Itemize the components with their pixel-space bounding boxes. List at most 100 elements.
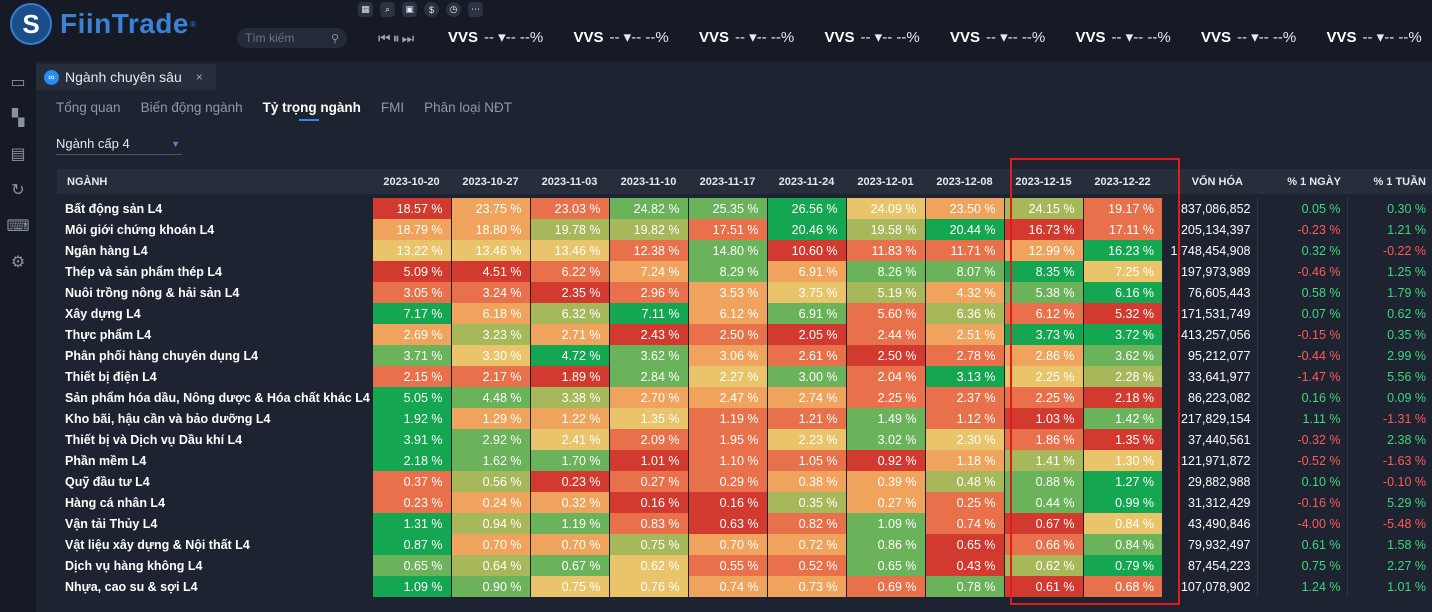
col-header-date[interactable]: 2023-11-17 xyxy=(688,169,767,194)
table-row[interactable]: Ngân hàng L4 13.22 % 13.46 % 13.46 % 12.38 %… xyxy=(57,240,1432,261)
clock-icon[interactable]: ◷ xyxy=(446,2,461,17)
table-row[interactable]: Vận tải Thủy L4 1.31 % 0.94 % 1.19 % 0.83 % 0… xyxy=(57,513,1432,534)
table-row[interactable]: Phần mềm L4 2.18 % 1.62 % 1.70 % 1.01 % 1.10 … xyxy=(57,450,1432,471)
weight-cell: 0.62 % xyxy=(608,555,688,576)
table-row[interactable]: Nhựa, cao su & sợi L4 1.09 % 0.90 % 0.75 % 0… xyxy=(57,576,1432,597)
tab-industry-change[interactable]: Biến động ngành xyxy=(140,100,243,115)
table-row[interactable]: Thiết bị và Dịch vụ Dầu khí L4 3.91 % 2.92… xyxy=(57,429,1432,450)
search-icon[interactable]: ⚲ xyxy=(330,32,339,45)
col-header-1week[interactable]: % 1 TUẦN xyxy=(1347,169,1432,194)
col-header-date[interactable]: 2023-12-08 xyxy=(925,169,1004,194)
more-icon[interactable]: ⋯ xyxy=(468,2,483,17)
weight-cell: 0.82 % xyxy=(766,513,846,534)
table-row[interactable]: Kho bãi, hậu cần và bảo dưỡng L4 1.92 % 1.… xyxy=(57,408,1432,429)
table-row[interactable]: Xây dựng L4 7.17 % 6.18 % 6.32 % 7.11 % 6.12 … xyxy=(57,303,1432,324)
ticker-item[interactable]: VVS -- ▾-- --% xyxy=(1201,28,1327,46)
industry-name: Thép và sản phẩm thép L4 xyxy=(65,264,222,279)
industry-level-select[interactable]: Ngành cấp 4 ▼ xyxy=(56,133,182,155)
window-icon[interactable]: ▭ xyxy=(10,74,26,91)
weight-cell: 0.66 % xyxy=(1003,534,1083,555)
weight-cell: 0.38 % xyxy=(766,471,846,492)
gift-icon[interactable]: ▣ xyxy=(402,2,417,17)
ticker-item[interactable]: VVS -- ▾-- --% xyxy=(699,28,825,46)
weight-cell: 1.49 % xyxy=(845,408,925,429)
weight-cell: 0.90 % xyxy=(450,576,530,597)
tab-fmi[interactable]: FMI xyxy=(380,100,405,115)
col-header-1day[interactable]: % 1 NGÀY xyxy=(1257,169,1347,194)
weight-cell: 1.09 % xyxy=(371,576,451,597)
tab-industry-weight[interactable]: Tỷ trọng ngành xyxy=(263,100,361,121)
change-1day-cell: 0.07 % xyxy=(1256,303,1347,324)
search-input[interactable]: Tìm kiếm ⚲ xyxy=(237,28,347,48)
ticker-item[interactable]: VVS -- ▾-- --% xyxy=(574,28,700,46)
ticker-item[interactable]: VVS -- ▾-- --% xyxy=(1076,28,1202,46)
save-icon[interactable]: ▤ xyxy=(10,146,26,163)
calculator-icon[interactable]: ▦ xyxy=(358,2,373,17)
col-header-date[interactable]: 2023-10-27 xyxy=(451,169,530,194)
col-header-date[interactable]: 2023-11-24 xyxy=(767,169,846,194)
table-row[interactable]: Bất động sản L4 18.57 % 23.75 % 23.03 % 24.8… xyxy=(57,198,1432,219)
weight-cell: 7.25 % xyxy=(1082,261,1162,282)
ticker-symbol: VVS xyxy=(1326,29,1357,46)
table-row[interactable]: Phân phối hàng chuyên dụng L4 3.71 % 3.30 … xyxy=(57,345,1432,366)
table-row[interactable]: Thép và sản phẩm thép L4 5.09 % 4.51 % 6.22… xyxy=(57,261,1432,282)
weight-cell: 2.69 % xyxy=(371,324,451,345)
ticker-item[interactable]: VVS -- ▾-- --% xyxy=(950,28,1076,46)
table-row[interactable]: Vật liệu xây dựng & Nội thất L4 0.87 % 0.7… xyxy=(57,534,1432,555)
weight-cell: 2.35 % xyxy=(529,282,609,303)
market-cap-cell: 121,971,872 xyxy=(1180,453,1251,468)
col-header-date[interactable]: 2023-11-03 xyxy=(530,169,609,194)
weight-cell: 0.92 % xyxy=(845,450,925,471)
change-1week-cell: -1.63 % xyxy=(1346,450,1432,471)
search-chart-icon[interactable]: ⌕ xyxy=(380,2,395,17)
col-header-date[interactable]: 2023-10-20 xyxy=(372,169,451,194)
col-header-date[interactable]: 2023-12-22 xyxy=(1083,169,1162,194)
refresh-icon[interactable]: ↻ xyxy=(11,182,25,199)
keyboard-icon[interactable]: ⌨ xyxy=(6,218,30,235)
table-row[interactable]: Thiết bị điện L4 2.15 % 2.17 % 1.89 % 2.84 %… xyxy=(57,366,1432,387)
tab-overview[interactable]: Tổng quan xyxy=(56,100,121,115)
weight-cell: 0.79 % xyxy=(1082,555,1162,576)
table-row[interactable]: Quỹ đầu tư L4 0.37 % 0.56 % 0.23 % 0.27 % 0.2… xyxy=(57,471,1432,492)
ticker-item[interactable]: VVS -- ▾-- --% xyxy=(448,28,574,46)
change-1week-cell: 0.35 % xyxy=(1346,324,1432,345)
table-row[interactable]: Hàng cá nhân L4 0.23 % 0.24 % 0.32 % 0.16 % 0… xyxy=(57,492,1432,513)
panel-tab[interactable]: ∞ Ngành chuyên sâu × xyxy=(36,64,216,90)
gear-icon[interactable]: ⚙ xyxy=(10,254,26,271)
weight-cell: 1.70 % xyxy=(529,450,609,471)
table-row[interactable]: Dịch vụ hàng không L4 0.65 % 0.64 % 0.67 % 0… xyxy=(57,555,1432,576)
weight-cell: 0.86 % xyxy=(845,534,925,555)
change-1day-cell: 0.75 % xyxy=(1256,555,1347,576)
table-row[interactable]: Nuôi trồng nông & hải sản L4 3.05 % 3.24 %… xyxy=(57,282,1432,303)
ticker-player-controls[interactable]: ⏮⏸⏭ xyxy=(378,30,417,46)
col-header-date[interactable]: 2023-11-10 xyxy=(609,169,688,194)
ticker-item[interactable]: VVS -- ▾-- --% xyxy=(1327,28,1432,46)
table-row[interactable]: Môi giới chứng khoán L4 18.79 % 18.80 % 19.… xyxy=(57,219,1432,240)
table-row[interactable]: Sản phẩm hóa dầu, Nông dược & Hóa chất k… xyxy=(57,387,1432,408)
col-header-market-cap[interactable]: VỐN HÓA xyxy=(1162,169,1257,194)
industry-name: Kho bãi, hậu cần và bảo dưỡng L4 xyxy=(65,411,271,426)
binoculars-icon[interactable]: ▚ xyxy=(11,110,25,127)
top-bar: S FiinTrade ® ▦ ⌕ ▣ $ ◷ ⋯ Tìm kiếm ⚲ ⏮⏸⏭… xyxy=(0,0,1432,62)
close-icon[interactable]: × xyxy=(195,70,203,84)
tab-investor-type[interactable]: Phân loại NĐT xyxy=(424,100,512,115)
col-header-industry[interactable]: NGÀNH xyxy=(57,169,372,194)
weight-cell: 12.38 % xyxy=(608,240,688,261)
app-logo[interactable]: S FiinTrade ® xyxy=(10,3,196,45)
weight-cell: 13.46 % xyxy=(450,240,530,261)
col-header-date[interactable]: 2023-12-01 xyxy=(846,169,925,194)
weight-cell: 0.24 % xyxy=(450,492,530,513)
weight-cell: 3.06 % xyxy=(687,345,767,366)
table-header-row: NGÀNH 2023-10-20 2023-10-27 2023-11-03 2023… xyxy=(57,169,1432,194)
weight-cell: 16.23 % xyxy=(1082,240,1162,261)
weight-cell: 24.09 % xyxy=(845,198,925,219)
col-header-date[interactable]: 2023-12-15 xyxy=(1004,169,1083,194)
change-1day-cell: 0.16 % xyxy=(1256,387,1347,408)
table-row[interactable]: Thực phẩm L4 2.69 % 3.23 % 2.71 % 2.43 % 2.50… xyxy=(57,324,1432,345)
weight-cell: 1.19 % xyxy=(687,408,767,429)
weight-cell: 1.35 % xyxy=(608,408,688,429)
ticker-item[interactable]: VVS -- ▾-- --% xyxy=(825,28,951,46)
weight-cell: 0.75 % xyxy=(529,576,609,597)
weight-cell: 3.72 % xyxy=(1082,324,1162,345)
dollar-icon[interactable]: $ xyxy=(424,2,439,17)
